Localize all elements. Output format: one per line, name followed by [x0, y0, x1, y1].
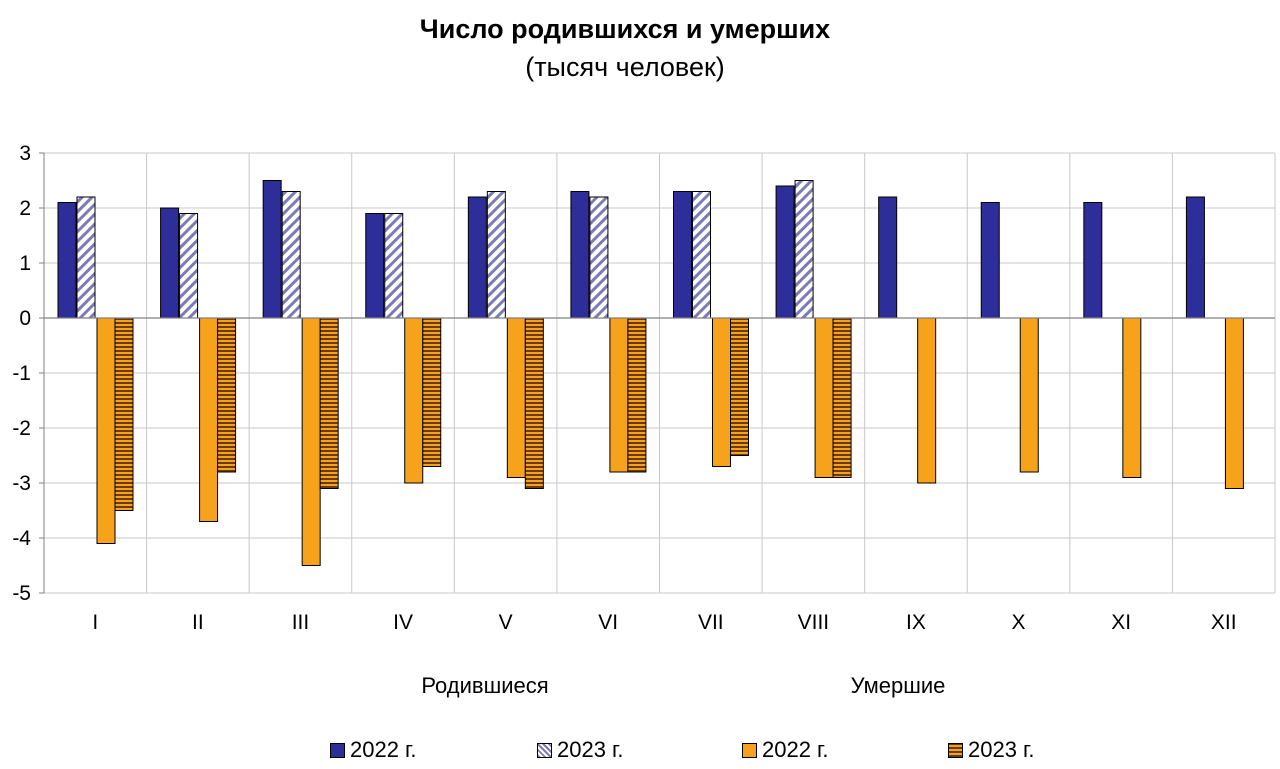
bar-deaths-2022 — [301, 317, 321, 566]
bar-deaths-2023 — [730, 317, 749, 456]
bar-deaths-2022 — [96, 317, 116, 544]
bar-births-2022 — [775, 185, 795, 319]
bar-births-2022 — [878, 196, 898, 319]
y-tick-label: 1 — [19, 252, 31, 275]
bar-births-2022 — [570, 191, 590, 319]
bar-births-2022 — [160, 207, 180, 319]
y-tick-label: -5 — [12, 582, 31, 605]
y-tick-label: -2 — [12, 417, 31, 440]
bar-deaths-2022 — [1122, 317, 1142, 478]
x-tick-label: I — [92, 611, 98, 634]
legend-item-births-2022: 2022 г. — [330, 737, 417, 763]
bar-births-2022 — [980, 202, 1000, 319]
bar-births-2023 — [486, 191, 506, 319]
bars — [57, 180, 1244, 566]
bar-births-2023 — [589, 196, 609, 319]
bar-deaths-2022 — [917, 317, 937, 484]
bar-deaths-2023 — [319, 317, 339, 489]
legend-swatch-hatched-blue — [537, 742, 552, 758]
bar-births-2022 — [262, 180, 282, 319]
bar-deaths-2023 — [524, 317, 544, 489]
bar-births-2023 — [384, 213, 404, 319]
x-tick-label: V — [499, 611, 513, 634]
bar-births-2022 — [467, 196, 487, 319]
x-tick-label: IX — [906, 611, 926, 634]
y-tick-label: 2 — [19, 197, 31, 220]
bar-births-2022 — [57, 202, 77, 319]
y-tick-label: 0 — [19, 307, 31, 330]
bar-deaths-2022 — [404, 317, 424, 484]
bar-deaths-2022 — [814, 317, 834, 478]
group-label-deaths: Умершие — [850, 673, 946, 698]
x-tick-label: X — [1012, 611, 1026, 634]
x-tick-label: IV — [393, 611, 413, 634]
bar-births-2022 — [673, 191, 692, 319]
x-tick-label: XII — [1211, 611, 1237, 634]
bar-deaths-2022 — [1224, 317, 1244, 489]
x-tick-label: VI — [598, 611, 618, 634]
x-tick-label: III — [292, 611, 310, 634]
legend-label: 2023 г. — [968, 737, 1035, 762]
legend-item-deaths-2023: 2023 г. — [948, 737, 1035, 763]
bar-births-2023 — [692, 191, 711, 319]
grid-lines — [43, 152, 1276, 594]
bar-births-2022 — [1185, 196, 1205, 319]
bar-deaths-2022 — [506, 317, 526, 478]
bar-births-2023 — [281, 191, 301, 319]
y-tick-label: -1 — [12, 362, 31, 385]
bar-births-2022 — [365, 213, 385, 319]
bar-deaths-2023 — [627, 317, 647, 473]
legend: 2022 г. 2023 г. 2022 г. 2023 г. — [0, 737, 1280, 767]
chart-title: Число родившихся и умерших — [419, 14, 831, 44]
bar-deaths-2022 — [199, 317, 219, 522]
legend-swatch-hatched-orange — [948, 742, 963, 758]
bar-deaths-2023 — [114, 317, 134, 511]
y-tick-label: -3 — [12, 472, 31, 495]
legend-item-deaths-2022: 2022 г. — [742, 737, 829, 763]
chart-subtitle: (тысяч человек) — [525, 52, 725, 82]
x-tick-label: II — [192, 611, 204, 634]
legend-label: 2023 г. — [557, 737, 624, 762]
legend-item-births-2023: 2023 г. — [537, 737, 624, 763]
legend-swatch-solid-blue — [330, 742, 345, 758]
bar-births-2023 — [794, 180, 814, 319]
y-tick-label: -4 — [12, 527, 31, 550]
legend-label: 2022 г. — [350, 737, 417, 762]
bar-deaths-2022 — [609, 317, 629, 473]
bar-births-2022 — [1083, 202, 1103, 319]
bar-births-2023 — [179, 213, 199, 319]
group-label-births: Родившиеся — [421, 673, 549, 698]
bar-deaths-2022 — [1019, 317, 1039, 473]
bar-deaths-2023 — [832, 317, 852, 478]
x-tick-label: XI — [1111, 611, 1131, 634]
bar-deaths-2023 — [422, 317, 442, 467]
x-tick-label: VIII — [798, 611, 830, 634]
bar-deaths-2023 — [217, 317, 237, 473]
y-tick-label: 3 — [19, 142, 31, 165]
legend-label: 2022 г. — [762, 737, 829, 762]
x-tick-label: VII — [698, 611, 724, 634]
bar-deaths-2022 — [712, 317, 731, 467]
bar-births-2023 — [76, 196, 96, 319]
legend-swatch-solid-orange — [742, 742, 757, 758]
